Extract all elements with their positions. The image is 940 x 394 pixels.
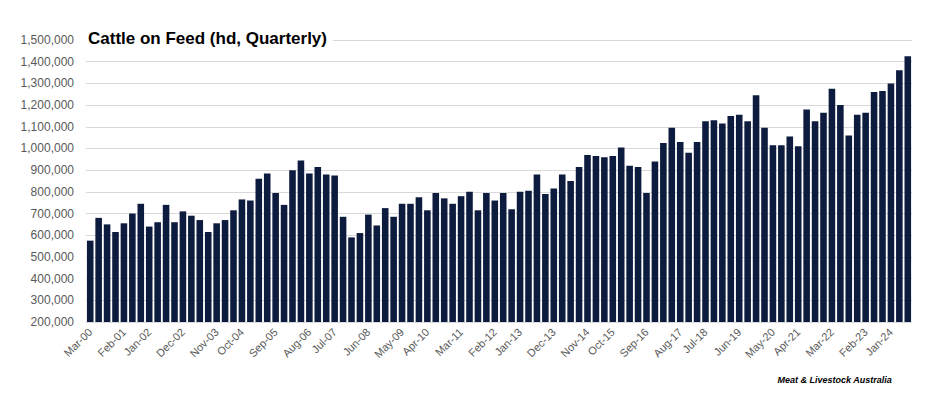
svg-text:900,000: 900,000: [31, 163, 75, 177]
svg-text:Dec-02: Dec-02: [154, 326, 188, 360]
svg-text:Mar-11: Mar-11: [433, 326, 466, 359]
svg-text:Aug-06: Aug-06: [280, 326, 314, 360]
svg-text:Jul-07: Jul-07: [309, 326, 339, 356]
svg-text:Dec-13: Dec-13: [524, 326, 558, 360]
svg-text:Cattle on Feed (hd, Quarterly): Cattle on Feed (hd, Quarterly): [88, 29, 327, 48]
svg-text:Jan-13: Jan-13: [492, 326, 524, 358]
svg-text:400,000: 400,000: [31, 272, 75, 286]
svg-text:200,000: 200,000: [31, 315, 75, 329]
svg-text:Jun-19: Jun-19: [711, 326, 743, 358]
svg-text:Aug-17: Aug-17: [651, 326, 685, 360]
svg-text:600,000: 600,000: [31, 228, 75, 242]
svg-text:Oct-04: Oct-04: [214, 326, 246, 358]
svg-text:Mar-00: Mar-00: [61, 326, 94, 359]
svg-text:Jan-24: Jan-24: [863, 326, 895, 358]
svg-text:1,000,000: 1,000,000: [21, 141, 75, 155]
svg-text:Feb-01: Feb-01: [95, 326, 128, 359]
svg-text:May-09: May-09: [372, 326, 406, 360]
svg-text:Apr-21: Apr-21: [771, 326, 803, 358]
svg-text:May-20: May-20: [743, 326, 777, 360]
svg-text:500,000: 500,000: [31, 250, 75, 264]
svg-text:800,000: 800,000: [31, 185, 75, 199]
svg-text:Sep-16: Sep-16: [617, 326, 651, 360]
svg-text:Jul-18: Jul-18: [680, 326, 710, 356]
svg-text:Feb-23: Feb-23: [837, 326, 870, 359]
svg-text:Nov-03: Nov-03: [187, 326, 221, 360]
svg-text:Jun-08: Jun-08: [340, 326, 372, 358]
svg-text:1,200,000: 1,200,000: [21, 98, 75, 112]
svg-text:Nov-14: Nov-14: [558, 326, 592, 360]
svg-text:Oct-15: Oct-15: [585, 326, 617, 358]
svg-text:Meat & Livestock Australia: Meat & Livestock Australia: [777, 375, 891, 385]
svg-text:1,300,000: 1,300,000: [21, 76, 75, 90]
svg-text:Feb-12: Feb-12: [466, 326, 499, 359]
svg-text:300,000: 300,000: [31, 293, 75, 307]
svg-text:1,100,000: 1,100,000: [21, 120, 75, 134]
svg-text:Apr-10: Apr-10: [400, 326, 432, 358]
svg-text:Jan-02: Jan-02: [121, 326, 153, 358]
svg-text:1,400,000: 1,400,000: [21, 55, 75, 69]
svg-text:1,500,000: 1,500,000: [21, 33, 75, 47]
svg-text:700,000: 700,000: [31, 207, 75, 221]
svg-text:Sep-05: Sep-05: [246, 326, 280, 360]
svg-text:Mar-22: Mar-22: [803, 326, 836, 359]
